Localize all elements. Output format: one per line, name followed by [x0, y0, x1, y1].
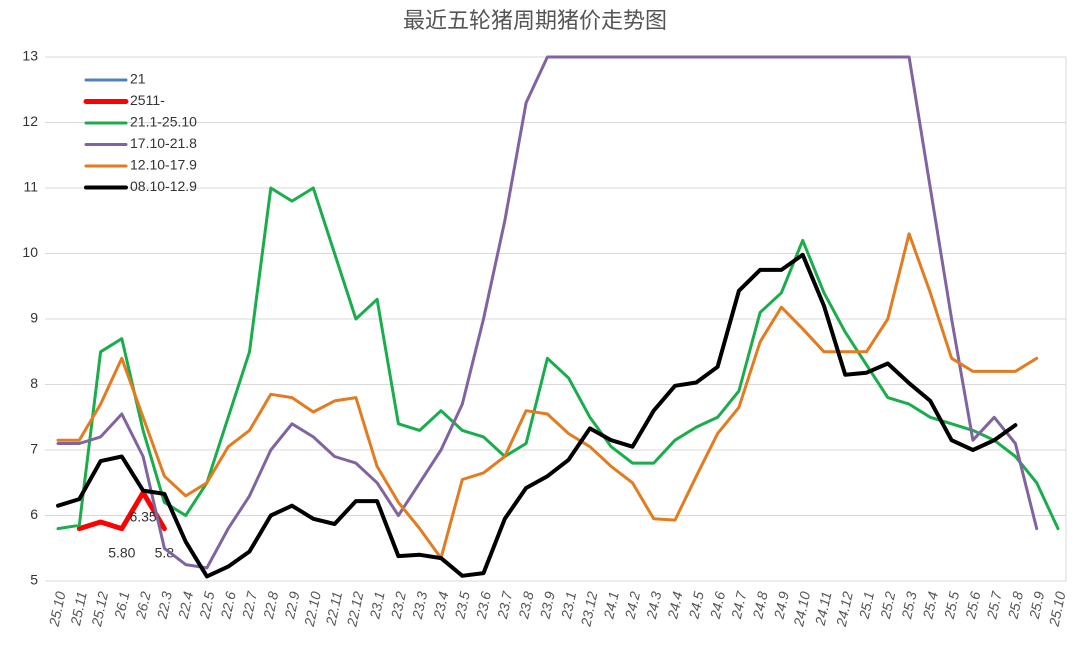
series-line [76, 490, 167, 532]
legend-label: 17.10-21.8 [130, 135, 197, 151]
x-tick-label: 25.4 [919, 590, 941, 621]
x-tick-label: 23.12 [577, 590, 600, 629]
x-tick-label: 23.8 [515, 590, 537, 621]
x-tick-label: 25.11 [67, 590, 90, 628]
y-tick-label: 10 [22, 244, 38, 260]
series-line [56, 186, 1060, 531]
x-tick-label: 25.12 [88, 590, 111, 629]
data-label: 5.80 [108, 544, 135, 560]
x-tick-label: 24.11 [812, 590, 835, 628]
x-tick-label: 26.2 [132, 590, 154, 621]
x-tick-label: 23.9 [536, 590, 558, 621]
x-tick-label: 23.1 [558, 590, 580, 621]
x-tick-label: 24.12 [833, 590, 856, 629]
x-tick-label: 25.5 [941, 590, 963, 621]
x-tick-label: 24.1 [600, 590, 622, 621]
x-tick-label: 25.6 [962, 590, 984, 621]
x-tick-label: 25.7 [983, 589, 1005, 621]
chart-title: 最近五轮猪周期猪价走势图 [403, 8, 667, 33]
y-tick-label: 7 [30, 441, 38, 457]
legend-label: 21.1-25.10 [130, 114, 197, 130]
x-tick-label: 25.10 [45, 590, 68, 629]
x-tick-label: 24.6 [707, 590, 729, 621]
y-tick-label: 6 [30, 506, 38, 522]
legend-label: 12.10-17.9 [130, 157, 197, 173]
x-tick-label: 22.5 [196, 590, 218, 621]
x-tick-label: 24.3 [643, 590, 665, 621]
x-tick-label: 22.9 [281, 590, 303, 621]
x-tick-label: 25.10 [1045, 590, 1068, 629]
x-tick-label: 25.8 [1004, 590, 1026, 621]
x-tick-label: 25.1 [856, 590, 878, 621]
legend-label: 2511- [130, 92, 165, 108]
x-tick-label: 22.8 [260, 590, 282, 621]
legend-label: 21 [130, 71, 146, 87]
x-tick-label: 25.2 [877, 590, 899, 621]
data-label: 6.35 [129, 508, 156, 524]
x-tick-label: 22.6 [217, 590, 239, 621]
x-tick-label: 24.2 [622, 590, 644, 621]
x-tick-label: 26.1 [111, 590, 133, 621]
x-tick-label: 25.3 [898, 590, 920, 621]
x-tick-label: 23.1 [366, 590, 388, 621]
x-tick-label: 23.5 [451, 590, 473, 621]
series-line [56, 252, 1018, 579]
x-tick-label: 22.10 [301, 590, 324, 629]
series-line [56, 232, 1039, 560]
series-line [56, 55, 1039, 570]
x-tick-label: 23.7 [494, 589, 516, 621]
x-tick-label: 24.8 [749, 590, 771, 621]
x-tick-label: 23.3 [409, 590, 431, 621]
legend-label: 08.10-12.9 [130, 178, 197, 194]
y-tick-label: 5 [30, 572, 38, 588]
x-tick-label: 24.4 [664, 590, 686, 621]
x-tick-label: 24.5 [685, 590, 707, 621]
y-tick-label: 8 [30, 375, 38, 391]
y-tick-label: 9 [30, 310, 38, 326]
y-tick-label: 11 [23, 179, 38, 195]
x-tick-label: 24.10 [790, 590, 813, 629]
x-tick-label: 22.7 [239, 589, 261, 621]
x-tick-label: 23.4 [430, 590, 452, 621]
y-tick-label: 13 [22, 48, 38, 64]
x-tick-label: 22.4 [175, 590, 197, 621]
y-tick-label: 12 [22, 113, 38, 129]
x-tick-label: 24.7 [728, 589, 750, 621]
x-tick-label: 22.12 [343, 590, 366, 629]
x-tick-label: 24.9 [770, 590, 792, 621]
x-tick-label: 23.2 [387, 590, 409, 621]
data-label: 5.8 [155, 544, 175, 560]
x-tick-label: 22.11 [322, 590, 345, 628]
x-tick-label: 25.9 [1026, 590, 1048, 621]
x-tick-label: 23.6 [473, 590, 495, 621]
x-tick-label: 22.3 [153, 590, 175, 621]
